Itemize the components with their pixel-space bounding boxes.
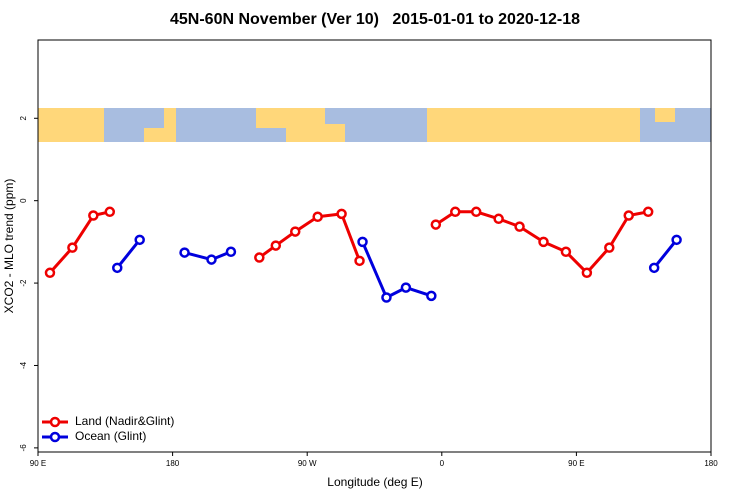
point: [604, 242, 615, 253]
point: [289, 226, 301, 237]
point: [134, 234, 145, 246]
point: [642, 206, 654, 218]
point: [104, 206, 116, 218]
x-tick-label: 0: [440, 459, 445, 468]
point: [648, 262, 660, 274]
point: [357, 236, 368, 248]
point: [67, 242, 78, 253]
legend-marker: [49, 416, 61, 428]
point: [88, 210, 99, 221]
point: [493, 213, 504, 225]
point: [381, 292, 392, 303]
map-band: [38, 108, 711, 142]
point: [430, 219, 442, 230]
point: [623, 210, 634, 221]
point: [470, 206, 482, 218]
point: [538, 236, 549, 248]
x-tick-label: 180: [704, 459, 718, 468]
point: [514, 221, 525, 232]
point: [560, 246, 572, 258]
y-tick-label: -6: [19, 444, 28, 452]
x-tick-label: 90 E: [30, 459, 46, 468]
x-tick-label: 90 W: [298, 459, 317, 468]
point: [112, 262, 123, 274]
point: [206, 254, 217, 265]
point: [671, 234, 682, 246]
point: [336, 208, 347, 220]
x-tick-label: 180: [166, 459, 180, 468]
point: [270, 240, 282, 251]
y-tick-label: -2: [19, 279, 28, 287]
y-tick-label: 0: [19, 198, 28, 203]
x-tick-label: 90 E: [568, 459, 584, 468]
series-line: [116, 238, 678, 299]
y-axis-label: XCO2 - MLO trend (ppm): [2, 179, 16, 314]
point: [44, 267, 56, 279]
point: [354, 255, 365, 267]
chart-title: 45N-60N November (Ver 10) 2015-01-01 to …: [170, 11, 580, 28]
point: [225, 246, 237, 258]
point: [254, 252, 265, 263]
plot-frame: [37, 39, 712, 453]
legend-marker: [49, 431, 61, 443]
x-axis-label: Longitude (deg E): [327, 475, 422, 489]
point: [312, 211, 323, 222]
y-tick-label: 2: [19, 116, 28, 121]
legend-label: Land (Nadir&Glint): [75, 414, 174, 428]
point: [581, 267, 593, 279]
y-tick-label: -4: [19, 361, 28, 369]
legend-label: Ocean (Glint): [75, 429, 146, 443]
point: [179, 247, 190, 258]
point: [426, 290, 437, 302]
point: [450, 206, 461, 218]
point: [400, 282, 412, 293]
